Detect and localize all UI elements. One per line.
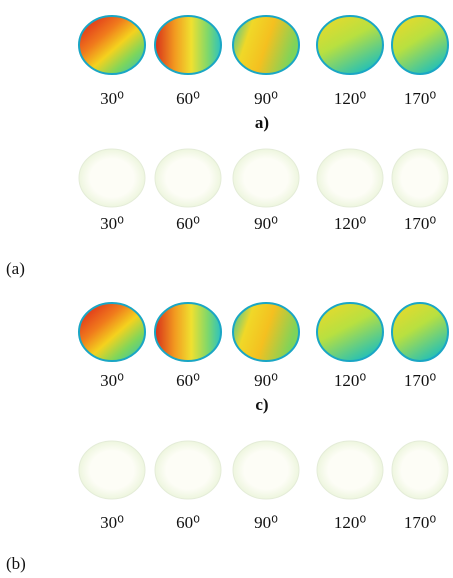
angle-label: 60⁰ <box>176 89 200 108</box>
disc-plot <box>317 16 383 74</box>
angle-label: 170⁰ <box>404 371 437 390</box>
disc-plot <box>79 16 145 74</box>
disc-plot-faint <box>79 441 145 499</box>
row-caption: c) <box>255 395 268 414</box>
angle-label: 120⁰ <box>334 371 367 390</box>
angle-label: 60⁰ <box>176 214 200 233</box>
angle-label: 90⁰ <box>254 513 278 532</box>
disc-plot <box>155 303 221 361</box>
angle-label: 170⁰ <box>404 513 437 532</box>
angle-label: 120⁰ <box>334 89 367 108</box>
angle-label: 30⁰ <box>100 89 124 108</box>
disc-plot-faint <box>233 149 299 207</box>
disc-plot <box>155 16 221 74</box>
disc-plot-faint <box>155 441 221 499</box>
disc-plot <box>233 16 299 74</box>
angle-label: 30⁰ <box>100 214 124 233</box>
angle-label: 90⁰ <box>254 89 278 108</box>
row-caption: a) <box>255 113 269 132</box>
angle-label: 30⁰ <box>100 513 124 532</box>
disc-plot-faint <box>233 441 299 499</box>
disc-plot-faint <box>317 149 383 207</box>
angle-label: 170⁰ <box>404 89 437 108</box>
angle-label: 120⁰ <box>334 214 367 233</box>
disc-plot <box>233 303 299 361</box>
disc-plot-faint <box>79 149 145 207</box>
panel-label: (b) <box>6 554 26 573</box>
angle-label: 90⁰ <box>254 214 278 233</box>
disc-plot-faint <box>155 149 221 207</box>
disc-plot <box>392 16 448 74</box>
angle-label: 90⁰ <box>254 371 278 390</box>
figure: 30⁰ 60⁰ 90⁰ 120⁰ 170⁰ a) 30⁰ 60⁰ 90⁰ 120⁰ 170⁰ (a) 3… <box>0 0 453 578</box>
disc-plot <box>79 303 145 361</box>
disc-plot <box>317 303 383 361</box>
angle-label: 60⁰ <box>176 513 200 532</box>
angle-label: 120⁰ <box>334 513 367 532</box>
angle-label: 30⁰ <box>100 371 124 390</box>
disc-plot <box>392 303 448 361</box>
disc-plot-faint <box>392 441 448 499</box>
angle-label: 60⁰ <box>176 371 200 390</box>
disc-plot-faint <box>317 441 383 499</box>
disc-plot-faint <box>392 149 448 207</box>
panel-label: (a) <box>6 259 25 278</box>
angle-label: 170⁰ <box>404 214 437 233</box>
